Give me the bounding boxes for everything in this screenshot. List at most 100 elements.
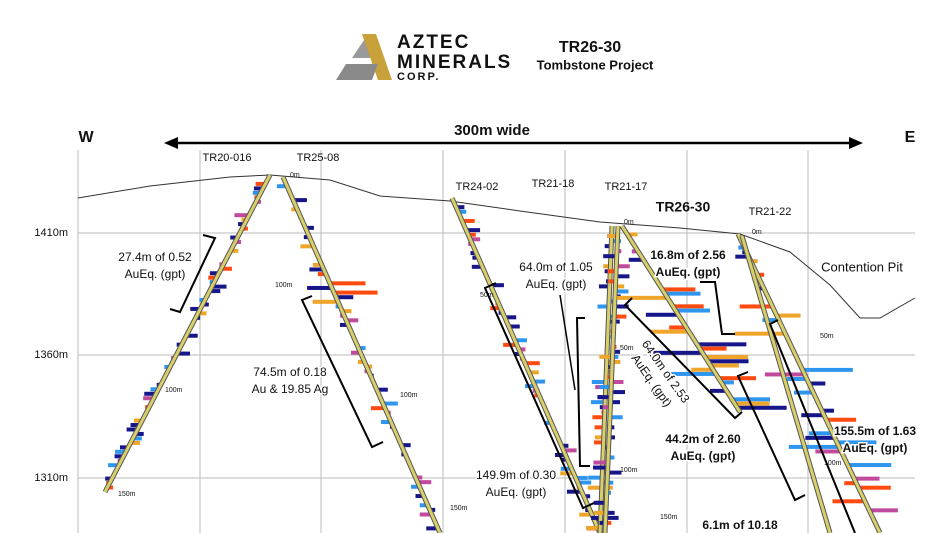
assay-bar [209,289,221,294]
drill-hole [449,196,603,533]
intercept-label: AuEq. (gpt) [671,449,736,463]
assay-bar [401,443,411,448]
hole-trace [620,225,742,413]
assay-bar [614,314,627,319]
assay-bar [197,311,207,316]
assay-bar [382,401,398,406]
assay-bar [108,463,119,468]
assay-bar [115,449,126,454]
assay-bar [594,425,605,430]
assay-bar [333,290,378,295]
assay-bar [653,350,703,355]
assay-bar [415,475,423,480]
elevation-label: 1310m [34,472,68,484]
intercept-label: 16.8m of 2.56 [650,248,726,262]
assay-bar [757,272,765,277]
hole-label: TR25-08 [297,152,340,164]
hole-trace [103,174,272,493]
assay-bar [709,388,727,393]
assay-bar [788,444,840,449]
assay-bar [718,376,757,381]
drill-hole [734,232,898,533]
assay-bar [190,306,201,311]
assay-bar [130,423,140,428]
assay-bar [366,364,373,369]
assay-bar [609,415,623,420]
assay-bar [255,181,266,186]
assay-bar [631,249,639,254]
assay-bar [697,342,747,347]
assay-bar [105,476,112,481]
arrow-head [849,137,863,149]
hole-trace [736,233,882,533]
assay-bar [186,333,198,338]
assay-bar [238,222,245,227]
assay-bar [144,391,157,396]
assay-bar [504,315,517,320]
assay-bar [114,454,124,459]
bracket [768,319,856,533]
assay-bar [592,415,605,420]
assay-bar [738,245,745,250]
assay-bar [826,417,857,422]
assay-bar [691,367,714,372]
arrow-head [164,137,178,149]
assay-bar [342,309,352,314]
assay-bar [419,503,428,508]
drill-hole [276,175,443,533]
assay-bar [466,228,481,233]
hole-label: TR21-22 [749,206,792,218]
assay-bar [133,418,143,423]
assay-bar [164,364,171,369]
assay-bar [380,420,392,425]
assay-bar [598,284,610,289]
assay-bar [242,226,248,231]
assay-bar [593,510,606,515]
assay-bar [604,269,611,274]
bracket [483,282,595,510]
leader [559,294,576,391]
assay-bar [844,481,857,486]
assay-bar [734,331,786,336]
east-label: E [905,129,916,146]
intercept-label: 6.1m of 10.18 [702,518,778,532]
assay-bar [608,279,616,284]
depth-mark: 100m [275,282,293,289]
assay-bar [208,275,217,280]
depth-mark: 100m [620,467,638,474]
assay-bar [607,480,614,485]
assay-bar [591,380,606,385]
depth-mark: 0m [290,172,300,179]
intercept-label: 155.5m of 1.63 [834,424,916,438]
hole-label: TR20-016 [203,152,252,164]
assay-bar [592,465,608,470]
assay-bar [415,494,424,499]
assay-bar [202,302,209,307]
assay-bar [583,494,591,499]
subtitle: Tombstone Project [537,57,654,72]
assay-bar [336,295,354,300]
hole-label: TR21-17 [605,181,648,193]
hole-trace [598,225,614,533]
assay-bar [699,346,727,351]
assay-bar [614,304,629,309]
assay-bar [575,475,588,480]
assay-bar [339,322,349,327]
logo-text: AZTEC [397,32,470,53]
assay-bar [177,351,191,356]
logo-text: MINERALS [397,52,512,73]
assay-bar [705,355,749,360]
elevation-label: 1410m [34,227,68,239]
assay-bar [662,287,696,292]
assay-bar [815,449,842,454]
assay-bar [411,484,420,489]
assay-bar [518,347,526,352]
depth-mark: 100m [824,460,842,467]
logo-text: CORP. [397,71,440,83]
assay-bar [847,463,892,468]
assay-bar [370,406,385,411]
assay-bar [544,420,552,425]
width-label: 300m wide [454,122,530,139]
assay-bar [776,313,801,318]
assay-bar [426,526,438,531]
